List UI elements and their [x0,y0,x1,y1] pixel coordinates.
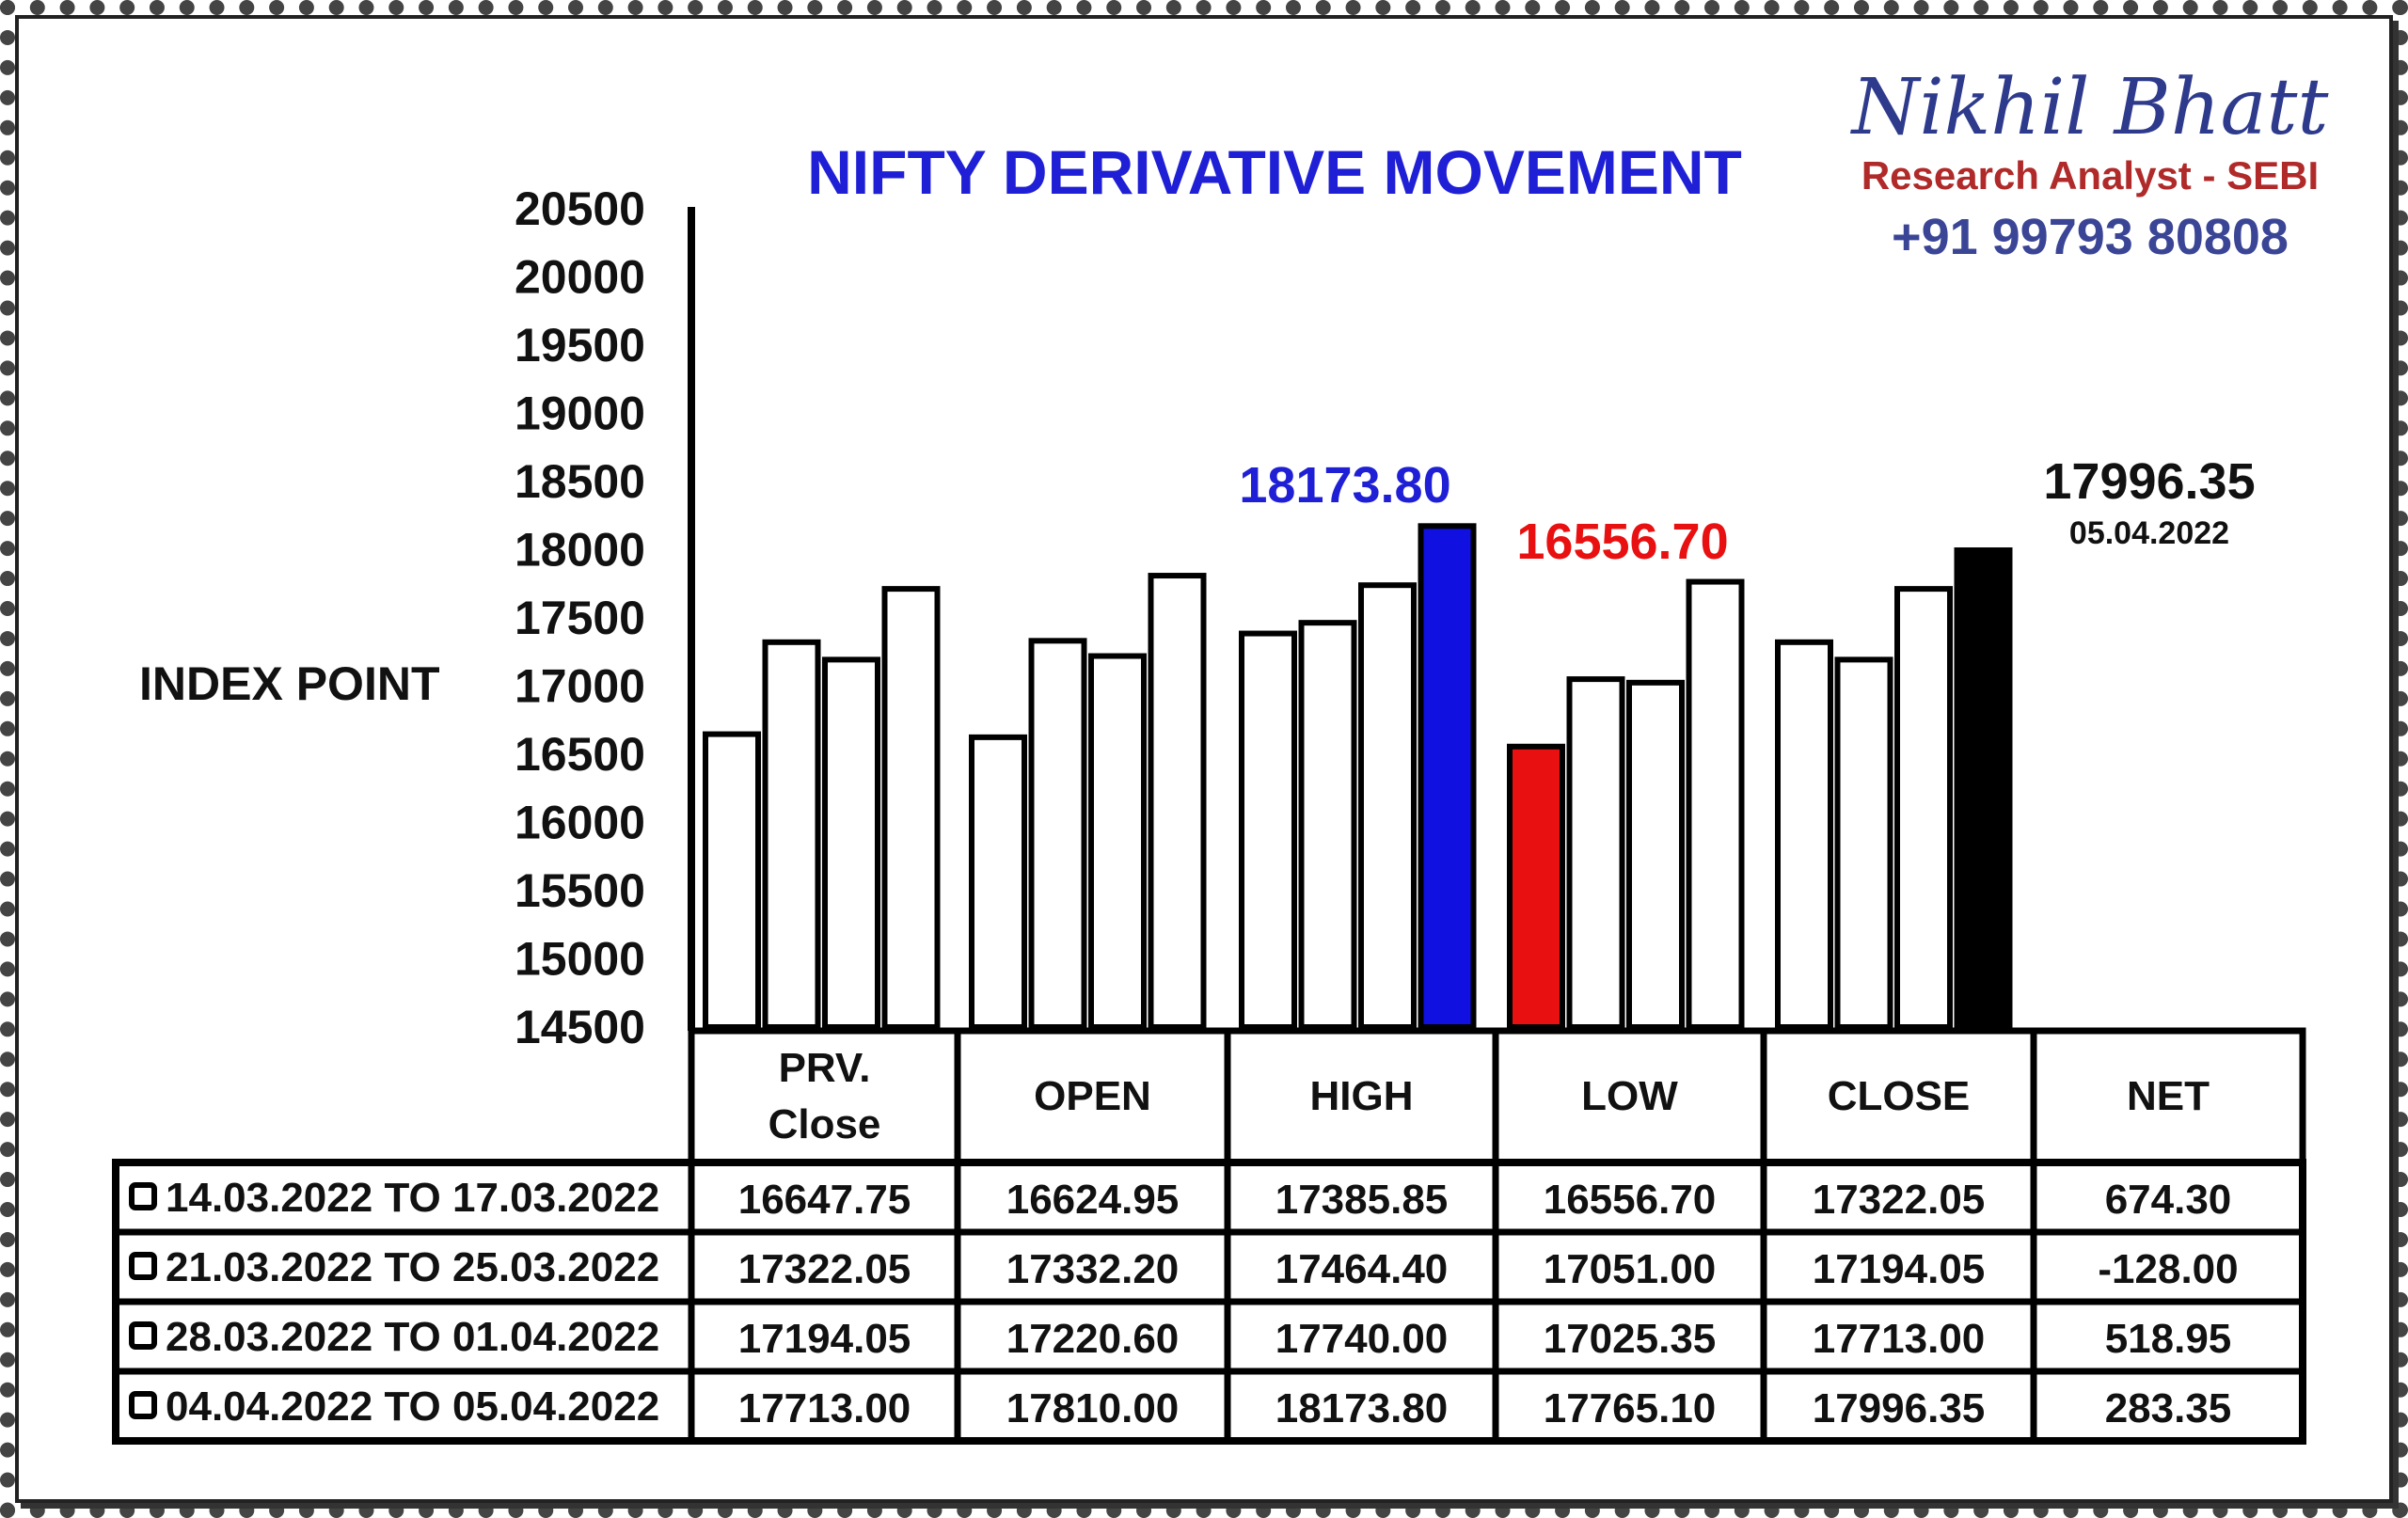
bar [969,734,1027,1030]
legend-swatch [129,1391,157,1419]
y-tick-label: 15000 [515,933,645,986]
annotation-close-date: 05.04.2022 [2069,515,2229,551]
annotation-low: 16556.70 [1516,514,1728,570]
bar [1894,586,1953,1030]
table-header-label: Close [768,1101,881,1147]
table-cell: -128.00 [2098,1246,2238,1292]
y-tick-label: 17000 [515,660,645,713]
bar [1686,578,1745,1030]
bar [1088,653,1147,1030]
table-cell: 17332.20 [1006,1246,1180,1292]
table-cell: 17220.60 [1006,1316,1180,1362]
table-header-label: NET [2127,1073,2210,1119]
data-table: PRV. Close OPEN HIGH LOW CLOSE NET 14.03.2022 T… [112,1027,2306,1445]
table-row-label: 14.03.2022 TO 17.03.2022 [166,1175,659,1221]
table-cell: 17713.00 [738,1385,911,1431]
legend-swatch [129,1182,157,1210]
y-tick-label: 16500 [515,728,645,781]
table-row-label: 04.04.2022 TO 05.04.2022 [166,1384,659,1430]
y-tick-label: 17500 [515,592,645,644]
legend-swatch [129,1321,157,1350]
table-header-label: PRV. [779,1045,871,1091]
brand-phone: +91 99793 80808 [1892,209,2289,265]
bar [762,639,821,1030]
bar [1834,656,1893,1030]
y-tick-label: 18000 [515,524,645,577]
table-cell: 17810.00 [1006,1385,1180,1431]
table-cell: 17051.00 [1544,1246,1717,1292]
table-cell: 16647.75 [738,1177,911,1223]
bar [1358,582,1417,1030]
y-tick-label: 19500 [515,319,645,372]
table-cell: 18173.80 [1275,1385,1449,1431]
bars [703,523,2013,1031]
table-header-label: CLOSE [1828,1073,1971,1119]
y-axis-label: INDEX POINT [139,657,439,710]
table-cell: 16624.95 [1006,1177,1180,1223]
bar [1954,547,2013,1030]
table-cell: 17322.05 [738,1246,911,1292]
table-header-label: LOW [1581,1073,1678,1119]
y-tick-label: 18500 [515,455,645,508]
table-cell: 518.95 [2105,1316,2232,1362]
annotation-high: 18173.80 [1239,457,1450,514]
bar [1298,620,1357,1030]
table-row-label: 28.03.2022 TO 01.04.2022 [166,1314,659,1360]
table-cell: 17996.35 [1813,1385,1986,1431]
brand-subtitle: Research Analyst - SEBI [1861,153,2319,198]
chart-title: NIFTY DERIVATIVE MOVEMENT [807,137,1742,207]
y-tick-label: 15500 [515,864,645,917]
table-cell: 17713.00 [1813,1316,1986,1362]
table-cell: 17464.40 [1275,1246,1449,1292]
bar [1507,743,1565,1030]
y-tick-label: 14500 [515,1001,645,1053]
table-cell: 17194.05 [738,1316,911,1362]
table-cell: 17025.35 [1544,1316,1717,1362]
table-header-label: HIGH [1310,1073,1414,1119]
legend-swatch [129,1252,157,1280]
table-row-label: 21.03.2022 TO 25.03.2022 [166,1244,659,1290]
table-cell: 17740.00 [1275,1316,1449,1362]
table-cell: 17322.05 [1813,1177,1986,1223]
y-tick-label: 20000 [515,251,645,304]
brand-name: Nikhil Bhatt [1850,63,2330,152]
table-cell: 17385.85 [1275,1177,1449,1223]
table-cell: 17765.10 [1544,1385,1717,1431]
bar [881,586,941,1030]
bar [1775,639,1833,1030]
bar [1239,630,1297,1030]
y-tick-label: 19000 [515,387,645,440]
table-cell: 16556.70 [1544,1177,1717,1223]
chart-border [15,15,2393,1503]
y-tick-label: 20500 [515,182,645,235]
table-header-label: OPEN [1034,1073,1151,1119]
y-tick-label: 16000 [515,797,645,849]
bar [703,731,761,1030]
bar [1566,676,1625,1030]
annotation-close: 17996.35 [2043,453,2255,510]
bar [1418,523,1477,1030]
bar [1028,638,1087,1030]
y-tick-labels: 20500 20000 19500 19000 18500 18000 17500 17000… [515,182,645,1053]
table-cell: 283.35 [2105,1385,2232,1431]
bar [1626,679,1685,1031]
table-cell: 674.30 [2105,1177,2232,1223]
bar [1148,573,1207,1030]
table-cell: 17194.05 [1813,1246,1986,1292]
bar [822,656,880,1030]
